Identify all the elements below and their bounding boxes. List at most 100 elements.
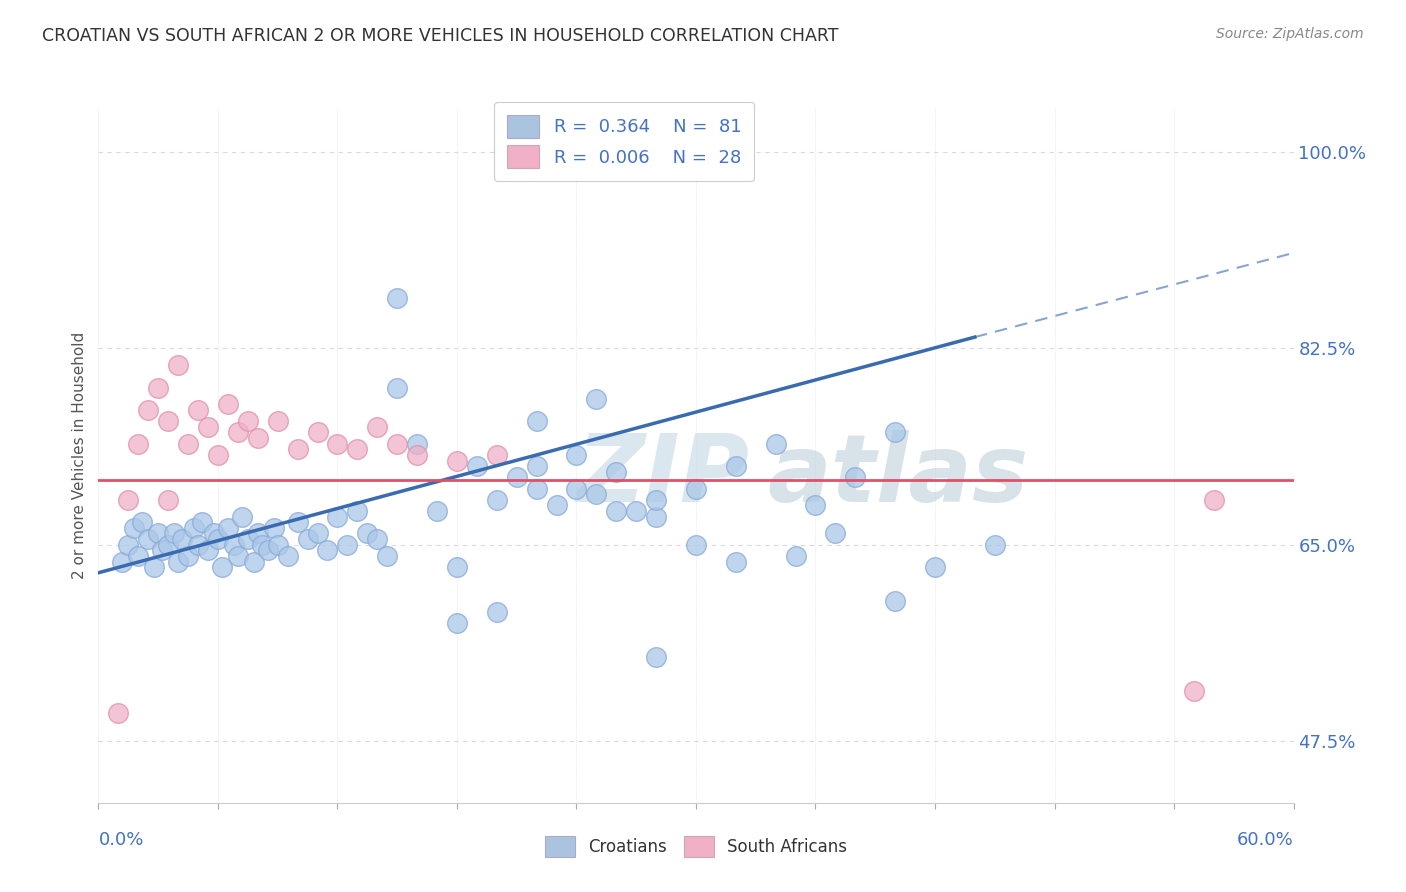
- Point: [924, 560, 946, 574]
- Point: [844, 470, 866, 484]
- Point: [256, 543, 278, 558]
- Point: [506, 470, 529, 484]
- Point: [191, 515, 214, 529]
- Point: [107, 706, 129, 720]
- Point: [243, 555, 266, 569]
- Point: [157, 492, 180, 507]
- Point: [385, 436, 409, 450]
- Point: [207, 448, 229, 462]
- Point: [267, 414, 290, 428]
- Point: [685, 482, 707, 496]
- Point: [211, 560, 233, 574]
- Point: [585, 487, 607, 501]
- Point: [111, 555, 134, 569]
- Point: [375, 549, 398, 563]
- Point: [605, 504, 627, 518]
- Point: [645, 649, 668, 664]
- Point: [485, 448, 508, 462]
- Point: [117, 492, 139, 507]
- Text: ZIP: ZIP: [576, 430, 749, 522]
- Point: [307, 526, 329, 541]
- Point: [1202, 492, 1225, 507]
- Point: [526, 414, 548, 428]
- Point: [585, 392, 607, 406]
- Point: [183, 521, 205, 535]
- Point: [124, 521, 146, 535]
- Point: [406, 436, 429, 450]
- Point: [346, 442, 368, 457]
- Point: [177, 436, 200, 450]
- Point: [366, 532, 388, 546]
- Point: [236, 414, 259, 428]
- Point: [316, 543, 339, 558]
- Point: [645, 509, 668, 524]
- Point: [217, 521, 239, 535]
- Point: [167, 358, 190, 372]
- Point: [167, 555, 190, 569]
- Point: [565, 448, 588, 462]
- Point: [157, 414, 180, 428]
- Point: [485, 605, 508, 619]
- Point: [250, 538, 273, 552]
- Point: [307, 425, 329, 440]
- Point: [148, 381, 170, 395]
- Point: [605, 465, 627, 479]
- Point: [485, 492, 508, 507]
- Point: [526, 482, 548, 496]
- Point: [983, 538, 1005, 552]
- Point: [765, 436, 787, 450]
- Point: [226, 549, 249, 563]
- Text: 0.0%: 0.0%: [98, 830, 143, 848]
- Point: [385, 381, 409, 395]
- Point: [526, 459, 548, 474]
- Point: [187, 403, 209, 417]
- Point: [187, 538, 209, 552]
- Point: [226, 425, 249, 440]
- Point: [127, 549, 149, 563]
- Point: [231, 509, 253, 524]
- Point: [267, 538, 290, 552]
- Point: [346, 504, 368, 518]
- Point: [546, 499, 568, 513]
- Point: [326, 436, 349, 450]
- Y-axis label: 2 or more Vehicles in Household: 2 or more Vehicles in Household: [72, 331, 87, 579]
- Point: [157, 538, 180, 552]
- Point: [884, 425, 907, 440]
- Point: [172, 532, 194, 546]
- Point: [277, 549, 299, 563]
- Point: [197, 543, 219, 558]
- Point: [148, 526, 170, 541]
- Point: [804, 499, 827, 513]
- Point: [685, 538, 707, 552]
- Point: [222, 538, 245, 552]
- Point: [356, 526, 378, 541]
- Point: [624, 504, 647, 518]
- Point: [446, 616, 468, 631]
- Text: 60.0%: 60.0%: [1237, 830, 1294, 848]
- Point: [297, 532, 319, 546]
- Point: [884, 594, 907, 608]
- Point: [202, 526, 225, 541]
- Point: [446, 453, 468, 467]
- Point: [824, 526, 846, 541]
- Point: [163, 526, 186, 541]
- Point: [217, 397, 239, 411]
- Point: [465, 459, 488, 474]
- Point: [724, 555, 747, 569]
- Legend: Croatians, South Africans: Croatians, South Africans: [538, 830, 853, 864]
- Point: [336, 538, 359, 552]
- Point: [724, 459, 747, 474]
- Point: [117, 538, 139, 552]
- Text: atlas: atlas: [768, 430, 1029, 522]
- Point: [236, 532, 259, 546]
- Point: [143, 560, 166, 574]
- Point: [785, 549, 807, 563]
- Point: [385, 291, 409, 305]
- Point: [131, 515, 153, 529]
- Point: [150, 543, 173, 558]
- Point: [645, 492, 668, 507]
- Text: Source: ZipAtlas.com: Source: ZipAtlas.com: [1216, 27, 1364, 41]
- Point: [136, 532, 159, 546]
- Point: [246, 431, 269, 445]
- Point: [446, 560, 468, 574]
